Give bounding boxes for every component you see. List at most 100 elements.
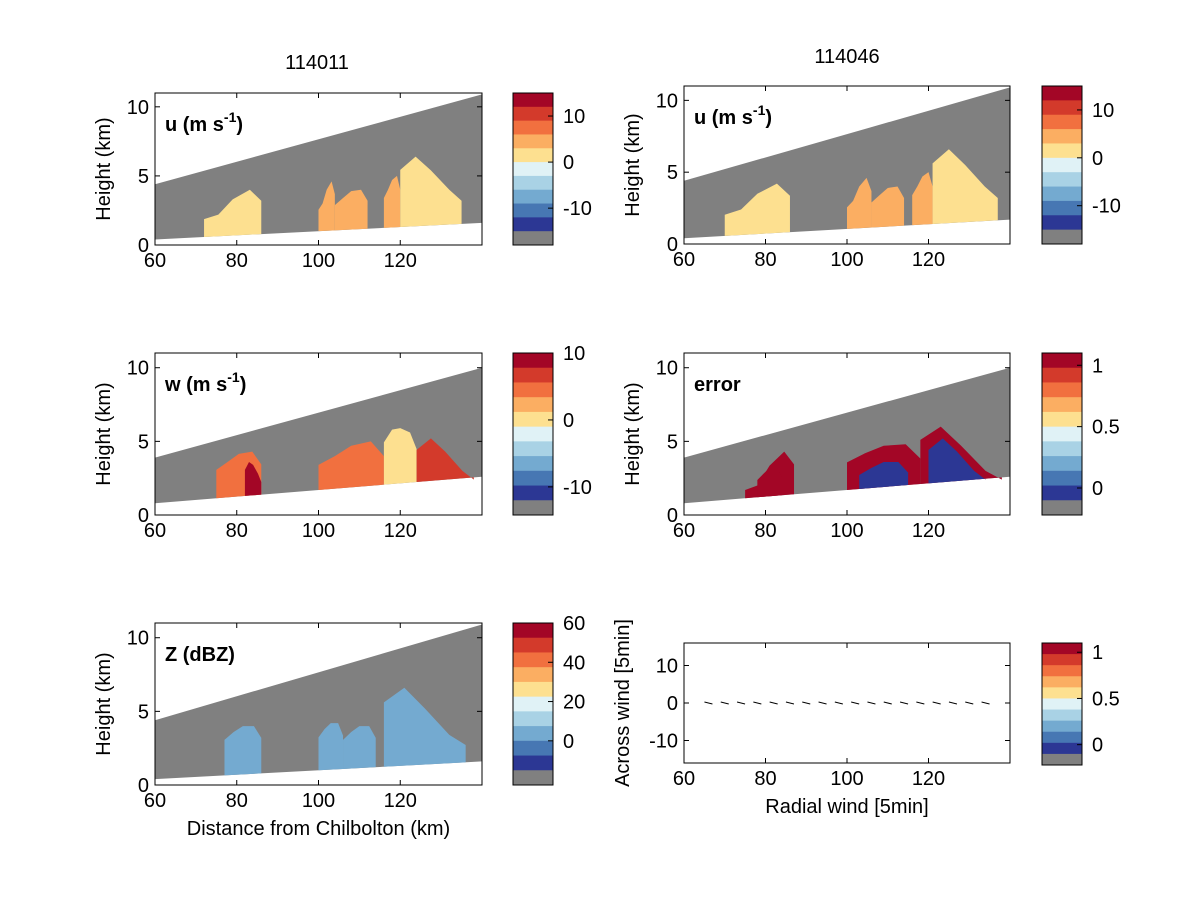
colorbar-swatch xyxy=(513,203,553,218)
colorbar-swatch xyxy=(513,411,553,428)
colorbar-swatch xyxy=(1042,172,1082,188)
variable-label-superscript: -1 xyxy=(227,369,240,385)
colorbar-swatch xyxy=(1042,470,1082,487)
wind-vector xyxy=(899,701,909,705)
y-axis-label: Height (km) xyxy=(93,652,115,755)
variable-label: u (m s-1) xyxy=(694,102,772,129)
colorbar-swatch xyxy=(1042,426,1082,442)
colorbar-swatch xyxy=(1042,186,1082,202)
colorbar-swatch xyxy=(513,711,553,727)
colorbar-swatch xyxy=(513,353,553,369)
colorbar-tick-label: 1 xyxy=(1092,355,1103,377)
x-tick-label: 120 xyxy=(912,249,945,271)
data-region xyxy=(383,175,401,228)
colorbar-swatch xyxy=(513,652,553,668)
data-region xyxy=(932,149,998,225)
colorbar-tick-label: -10 xyxy=(563,198,592,220)
colorbar-swatch xyxy=(1042,643,1082,655)
wind-vector xyxy=(704,701,713,705)
colorbar-frame xyxy=(512,352,554,516)
colorbar-swatch xyxy=(1042,456,1082,472)
colorbar-tick-label: 60 xyxy=(563,613,585,635)
data-region xyxy=(343,726,376,769)
x-tick-label: 120 xyxy=(912,520,945,542)
x-tick-label: 100 xyxy=(302,520,335,542)
colorbar-missing-swatch xyxy=(513,500,553,515)
colorbar-swatch xyxy=(513,623,553,639)
colorbar-swatch xyxy=(1042,114,1082,130)
variable-label-text: error xyxy=(694,374,741,396)
data-region xyxy=(871,186,905,228)
colorbar-swatch xyxy=(1042,485,1082,501)
variable-label-end: ) xyxy=(765,107,772,129)
colorbar-frame xyxy=(1041,642,1083,766)
variable-label-end: ) xyxy=(236,114,243,136)
data-region xyxy=(847,177,872,229)
wind-vector xyxy=(916,701,925,705)
data-region xyxy=(383,687,466,767)
colorbar-swatch xyxy=(513,382,553,398)
variable-label-end: ) xyxy=(240,374,247,396)
data-region xyxy=(318,723,344,771)
colorbar-swatch xyxy=(1042,215,1082,231)
plot-area xyxy=(684,643,1010,763)
variable-label-text: u (m s xyxy=(165,114,224,136)
colorbar-swatch xyxy=(1042,441,1082,457)
variable-label-superscript: -1 xyxy=(753,102,766,118)
x-axis-label: Distance from Chilbolton (km) xyxy=(187,818,450,840)
colorbar-missing-swatch xyxy=(513,231,553,245)
colorbar-swatch xyxy=(513,456,553,472)
data-region xyxy=(224,726,262,776)
colorbar-missing-swatch xyxy=(1042,753,1082,765)
x-tick-label: 120 xyxy=(384,790,417,812)
y-tick-label: 10 xyxy=(127,97,149,119)
x-tick-label: 60 xyxy=(673,249,695,271)
colorbar-swatch xyxy=(1042,731,1082,744)
colorbar-tick-label: 0 xyxy=(563,731,574,753)
colorbar-swatch xyxy=(513,148,553,163)
y-tick-label: 0 xyxy=(667,234,678,256)
y-tick-label: 5 xyxy=(667,162,678,184)
y-tick-label: 5 xyxy=(138,701,149,723)
colorbar-tick-label: -10 xyxy=(1092,196,1121,218)
colorbar-swatch xyxy=(513,637,553,653)
colorbar-tick-label: 10 xyxy=(563,343,585,365)
colorbar-swatch xyxy=(1042,200,1082,216)
data-region xyxy=(859,461,909,489)
data-region xyxy=(416,438,474,483)
colorbar-swatch xyxy=(513,755,553,771)
variable-label: Z (dBZ) xyxy=(165,644,235,666)
colorbar-swatch xyxy=(513,426,553,442)
colorbar-swatch xyxy=(1042,382,1082,398)
y-axis-label: Height (km) xyxy=(622,382,644,485)
colorbar-swatch xyxy=(513,120,553,135)
colorbar-tick-label: 1 xyxy=(1092,642,1103,664)
data-region xyxy=(757,467,782,498)
variable-label: w (m s-1) xyxy=(164,369,246,396)
data-region xyxy=(318,181,335,232)
colorbar-frame xyxy=(512,622,554,786)
variable-label: u (m s-1) xyxy=(165,109,243,136)
wind-vector xyxy=(981,701,990,705)
colorbar-swatch xyxy=(513,485,553,501)
colorbar-tick-label: 0.5 xyxy=(1092,417,1120,439)
x-tick-label: 80 xyxy=(754,249,776,271)
panel-error-right: 60 80 100 120 0 5 10 Height (km) error 1 0.5 0 xyxy=(622,352,1120,542)
colorbar-swatch xyxy=(513,367,553,383)
wind-vector xyxy=(834,701,843,705)
colorbar-swatch xyxy=(1042,676,1082,688)
x-tick-label: 80 xyxy=(226,250,248,272)
colorbar-swatch xyxy=(513,93,553,108)
colorbar-tick-label: 0 xyxy=(1092,478,1103,500)
y-tick-label: 0 xyxy=(667,505,678,527)
colorbar-tick-label: 10 xyxy=(563,106,585,128)
colorbar-swatch xyxy=(513,189,553,205)
colorbar-swatch xyxy=(513,134,553,149)
colorbar-swatch xyxy=(513,740,553,757)
colorbar-swatch xyxy=(1042,665,1082,677)
data-region xyxy=(928,438,986,484)
colorbar-swatch xyxy=(1042,86,1082,101)
colorbar-swatch xyxy=(1042,157,1082,173)
